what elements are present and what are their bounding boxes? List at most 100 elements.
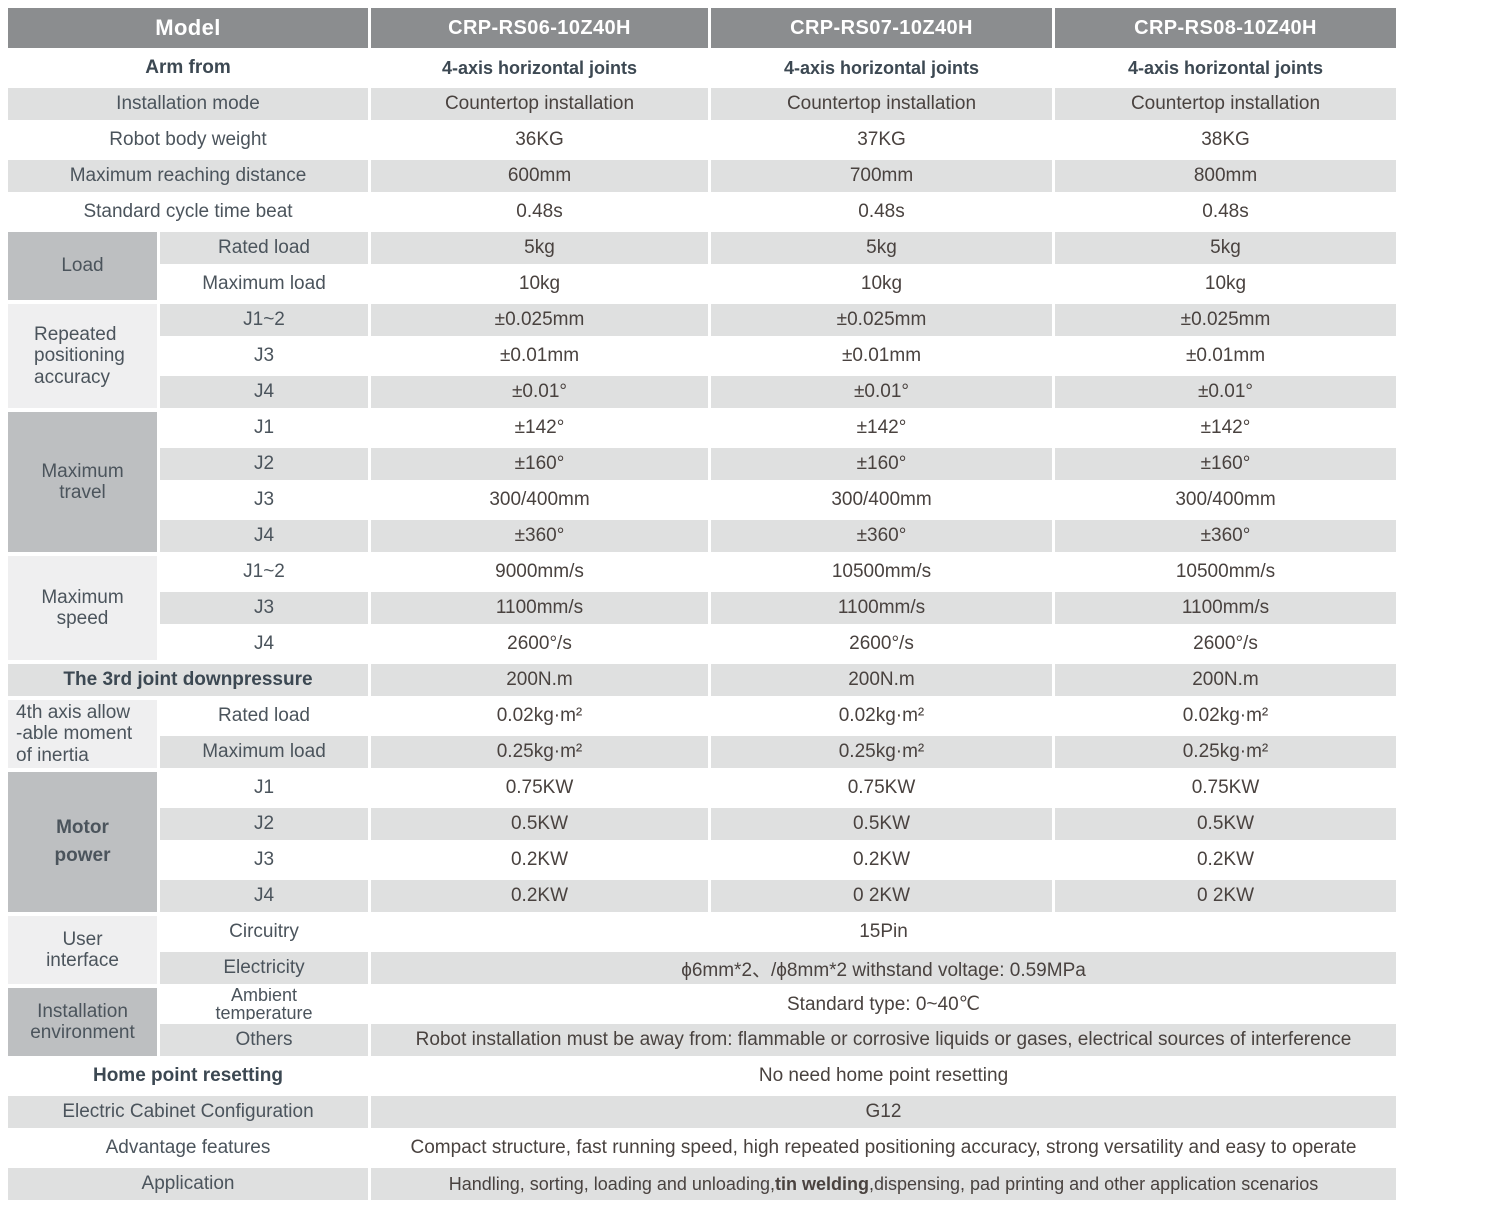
model-name-rs06: CRP-RS06-10Z40H xyxy=(371,8,708,48)
ambient-temperature-value: Standard type: 0~40℃ xyxy=(371,988,1396,1020)
motor-j4-value: 0 2KW xyxy=(711,880,1052,912)
travel-j4-value: ±360° xyxy=(711,520,1052,552)
sub-label-j4: J4 xyxy=(160,376,368,408)
application-text-bold: tin welding xyxy=(774,1173,869,1194)
application-text-prefix: Handling, sorting, loading and unloading… xyxy=(448,1173,775,1194)
downpressure-value: 200N.m xyxy=(1055,664,1396,696)
model-header-cell: Model xyxy=(8,8,368,48)
speed-j12-value: 9000mm/s xyxy=(371,556,708,588)
advantage-value: Compact structure, fast running speed, h… xyxy=(371,1132,1396,1164)
accuracy-j4-value: ±0.01° xyxy=(371,376,708,408)
sub-label-j1-2: J1~2 xyxy=(160,304,368,336)
electricity-value: ϕ6mm*2、/ϕ8mm*2 withstand voltage: 0.59MP… xyxy=(371,952,1396,984)
downpressure-value: 200N.m xyxy=(711,664,1052,696)
inertia-rated-value: 0.02kg·m² xyxy=(1055,700,1396,732)
sub-label-j4: J4 xyxy=(160,520,368,552)
sub-label-j1-2: J1~2 xyxy=(160,556,368,588)
accuracy-j3-value: ±0.01mm xyxy=(1055,340,1396,372)
rated-load-value: 5kg xyxy=(371,232,708,264)
travel-j1-value: ±142° xyxy=(1055,412,1396,444)
application-value: Handling, sorting, loading and unloading… xyxy=(371,1168,1396,1200)
row-label-downpressure: The 3rd joint downpressure xyxy=(8,664,368,696)
travel-j3-value: 300/400mm xyxy=(371,484,708,516)
accuracy-j12-value: ±0.025mm xyxy=(1055,304,1396,336)
sub-label-j3: J3 xyxy=(160,844,368,876)
inertia-max-value: 0.25kg·m² xyxy=(1055,736,1396,768)
row-label-installation-mode: Installation mode xyxy=(8,88,368,120)
robot-spec-table: Model CRP-RS06-10Z40H CRP-RS07-10Z40H CR… xyxy=(8,8,1396,1200)
motor-j3-value: 0.2KW xyxy=(711,844,1052,876)
row-label-arm-from: Arm from xyxy=(8,52,368,84)
row-label-home-point: Home point resetting xyxy=(8,1060,368,1092)
inertia-rated-value: 0.02kg·m² xyxy=(371,700,708,732)
cabinet-value: G12 xyxy=(371,1096,1396,1128)
motor-j2-value: 0.5KW xyxy=(1055,808,1396,840)
travel-j3-value: 300/400mm xyxy=(1055,484,1396,516)
installation-mode-value: Countertop installation xyxy=(371,88,708,120)
model-name-rs07: CRP-RS07-10Z40H xyxy=(711,8,1052,48)
speed-j4-value: 2600°/s xyxy=(711,628,1052,660)
travel-j1-value: ±142° xyxy=(711,412,1052,444)
inertia-max-value: 0.25kg·m² xyxy=(371,736,708,768)
speed-j4-value: 2600°/s xyxy=(371,628,708,660)
speed-j3-value: 1100mm/s xyxy=(1055,592,1396,624)
rated-load-value: 5kg xyxy=(711,232,1052,264)
application-text-suffix: ,dispensing, pad printing and other appl… xyxy=(868,1173,1319,1194)
inertia-rated-value: 0.02kg·m² xyxy=(711,700,1052,732)
accuracy-j12-value: ±0.025mm xyxy=(711,304,1052,336)
motor-j4-value: 0 2KW xyxy=(1055,880,1396,912)
group-label-user-interface: User interface xyxy=(8,916,157,984)
sub-label-ambient-temperature: Ambient temperature xyxy=(160,988,368,1020)
accuracy-j12-value: ±0.025mm xyxy=(371,304,708,336)
rated-load-value: 5kg xyxy=(1055,232,1396,264)
motor-j1-value: 0.75KW xyxy=(711,772,1052,804)
cycle-time-value: 0.48s xyxy=(711,196,1052,228)
max-reach-value: 600mm xyxy=(371,160,708,192)
body-weight-value: 38KG xyxy=(1055,124,1396,156)
sub-label-j2: J2 xyxy=(160,808,368,840)
group-label-travel: Maximum travel xyxy=(8,412,157,552)
motor-j2-value: 0.5KW xyxy=(711,808,1052,840)
motor-j3-value: 0.2KW xyxy=(1055,844,1396,876)
sub-label-maximum-load: Maximum load xyxy=(160,268,368,300)
travel-j4-value: ±360° xyxy=(371,520,708,552)
circuitry-value: 15Pin xyxy=(371,916,1396,948)
motor-j1-value: 0.75KW xyxy=(371,772,708,804)
max-reach-value: 700mm xyxy=(711,160,1052,192)
group-label-load: Load xyxy=(8,232,157,300)
sub-label-rated-load: Rated load xyxy=(160,232,368,264)
sub-label-j4: J4 xyxy=(160,628,368,660)
installation-mode-value: Countertop installation xyxy=(711,88,1052,120)
maximum-load-value: 10kg xyxy=(1055,268,1396,300)
sub-label-circuitry: Circuitry xyxy=(160,916,368,948)
installation-mode-value: Countertop installation xyxy=(1055,88,1396,120)
speed-j3-value: 1100mm/s xyxy=(371,592,708,624)
accuracy-j3-value: ±0.01mm xyxy=(711,340,1052,372)
arm-from-value: 4-axis horizontal joints xyxy=(371,52,708,84)
max-reach-value: 800mm xyxy=(1055,160,1396,192)
sub-label-j3: J3 xyxy=(160,340,368,372)
travel-j1-value: ±142° xyxy=(371,412,708,444)
speed-j4-value: 2600°/s xyxy=(1055,628,1396,660)
group-label-environment: Installation environment xyxy=(8,988,157,1056)
row-label-cabinet: Electric Cabinet Configuration xyxy=(8,1096,368,1128)
speed-j12-value: 10500mm/s xyxy=(711,556,1052,588)
sub-label-j1: J1 xyxy=(160,772,368,804)
cycle-time-value: 0.48s xyxy=(371,196,708,228)
sub-label-j2: J2 xyxy=(160,448,368,480)
cycle-time-value: 0.48s xyxy=(1055,196,1396,228)
motor-j3-value: 0.2KW xyxy=(371,844,708,876)
sub-label-electricity: Electricity xyxy=(160,952,368,984)
group-label-inertia: 4th axis allow -able moment of inertia xyxy=(8,700,157,768)
sub-label-maximum-load: Maximum load xyxy=(160,736,368,768)
arm-from-value: 4-axis horizontal joints xyxy=(1055,52,1396,84)
travel-j2-value: ±160° xyxy=(711,448,1052,480)
motor-j1-value: 0.75KW xyxy=(1055,772,1396,804)
home-point-value: No need home point resetting xyxy=(371,1060,1396,1092)
arm-from-value: 4-axis horizontal joints xyxy=(711,52,1052,84)
motor-j4-value: 0.2KW xyxy=(371,880,708,912)
group-label-speed: Maximum speed xyxy=(8,556,157,660)
others-value: Robot installation must be away from: fl… xyxy=(371,1024,1396,1056)
group-label-accuracy: Repeated positioning accuracy xyxy=(8,304,157,408)
accuracy-j3-value: ±0.01mm xyxy=(371,340,708,372)
